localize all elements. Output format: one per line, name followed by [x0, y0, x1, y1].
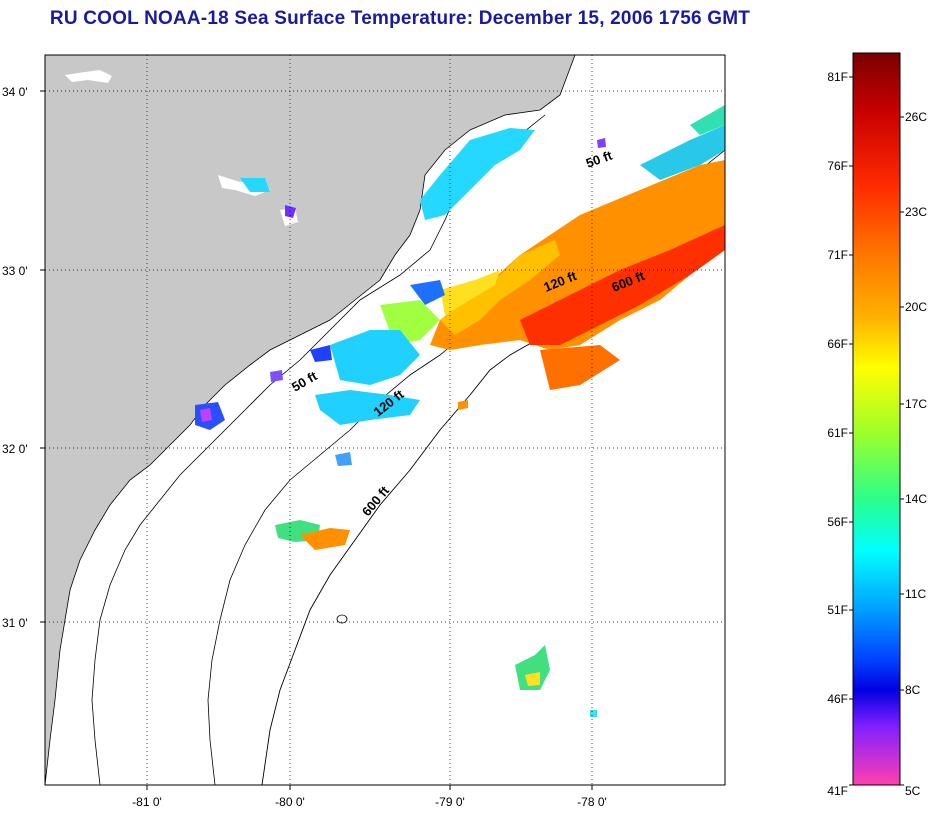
lake-patch [65, 70, 112, 83]
colorbar-c-label: 14C [905, 492, 927, 506]
colorbar-c-label: 5C [905, 784, 921, 798]
colorbar-gradient [852, 52, 901, 786]
colorbar-c-label: 8C [905, 683, 921, 697]
colorbar-ticks [849, 76, 904, 786]
colorbar-c-label: 17C [905, 397, 927, 411]
colorbar-f-label: 76F [827, 159, 848, 173]
colorbar-c-label: 23C [905, 205, 927, 219]
colorbar-f-label: 56F [827, 515, 848, 529]
contour-50ft [91, 114, 546, 785]
land-area [45, 55, 576, 785]
lat-label: 33 0' [2, 264, 28, 278]
colorbar-f-label: 51F [827, 603, 848, 617]
lat-label: 32 0' [2, 442, 28, 456]
colorbar-c-label: 20C [905, 300, 927, 314]
map-frame [44, 54, 726, 786]
lon-label: -78 0' [577, 795, 607, 809]
sst-data-layer [195, 105, 725, 717]
map-title: RU COOL NOAA-18 Sea Surface Temperature:… [49, 8, 751, 29]
lat-label: 31 0' [2, 616, 28, 630]
lon-label: -80 0' [275, 795, 305, 809]
colorbar-f-label: 71F [827, 248, 848, 262]
lat-label: 34 0' [2, 85, 28, 99]
seamount-contour [336, 614, 348, 624]
colorbar-f-label: 66F [827, 337, 848, 351]
graticule [45, 55, 725, 785]
lon-label: -79 0' [435, 795, 465, 809]
colorbar-c-label: 26C [905, 110, 927, 124]
colorbar-c-label: 11C [905, 587, 926, 601]
colorbar-f-label: 61F [827, 426, 848, 440]
colorbar-f-label: 41F [827, 784, 848, 798]
colorbar-f-label: 46F [827, 692, 848, 706]
colorbar-f-label: 81F [827, 70, 848, 84]
axis-ticks [40, 90, 593, 790]
lon-label: -81 0' [132, 795, 162, 809]
colorbar: 81F 76F 71F 66F 61F 56F 51F 46F 41F 26C … [827, 52, 927, 798]
